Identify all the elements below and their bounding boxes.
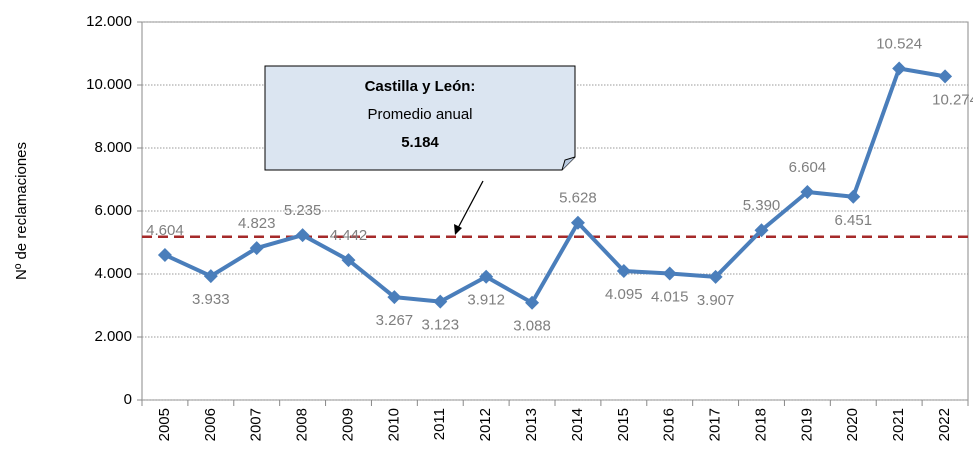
point	[249, 241, 264, 256]
point	[616, 264, 631, 279]
data-label: 3.907	[697, 292, 735, 309]
point	[387, 290, 402, 305]
y-tick-label: 6.000	[94, 202, 132, 219]
callout-arrowhead	[454, 224, 462, 235]
callout: Castilla y León: Promedio anual 5.184	[264, 65, 576, 235]
point	[800, 184, 815, 199]
x-tick-label: 2020	[844, 408, 861, 441]
point	[433, 294, 448, 309]
point	[662, 266, 677, 281]
callout-text: Promedio anual	[367, 106, 472, 123]
y-tick-label: 0	[124, 391, 132, 408]
x-tick-label: 2009	[339, 408, 356, 441]
data-label: 3.088	[513, 318, 551, 335]
callout-fold	[561, 156, 576, 171]
y-tick-label: 12.000	[86, 13, 132, 30]
x-tick-label: 2012	[477, 408, 494, 441]
data-label: 4.015	[651, 288, 689, 305]
point	[570, 215, 585, 230]
x-tick-label: 2022	[936, 408, 953, 441]
x-tick-label: 2018	[752, 408, 769, 441]
callout-title: Castilla y León:	[365, 78, 476, 95]
data-label: 5.628	[559, 190, 597, 207]
data-label: 3.912	[467, 292, 505, 309]
data-label: 3.933	[192, 291, 230, 308]
data-label: 5.390	[743, 197, 781, 214]
data-label: 4.823	[238, 215, 276, 232]
x-tick-label: 2010	[385, 408, 402, 441]
x-tick-label: 2019	[798, 408, 815, 441]
data-label: 6.451	[835, 212, 873, 229]
data-label: 4.095	[605, 286, 643, 303]
x-tick-label: 2005	[156, 408, 173, 441]
point	[846, 189, 861, 204]
point	[708, 269, 723, 284]
data-label: 3.267	[376, 312, 414, 329]
data-label: 10.274	[932, 91, 973, 108]
y-tick-label: 4.000	[94, 265, 132, 282]
x-tick-label: 2021	[890, 408, 907, 441]
y-tick-label: 8.000	[94, 139, 132, 156]
point	[295, 228, 310, 243]
x-tick-label: 2014	[569, 408, 586, 441]
y-tick-label: 2.000	[94, 328, 132, 345]
x-tick-label: 2015	[615, 408, 632, 441]
point	[479, 269, 494, 284]
callout-arrow	[457, 180, 484, 229]
data-label: 3.123	[422, 317, 460, 334]
y-axis-label: Nº de reclamaciones	[13, 142, 30, 280]
x-tick-label: 2011	[431, 408, 448, 440]
x-tick-label: 2017	[707, 408, 724, 441]
x-tick-label: 2007	[248, 408, 265, 441]
point	[341, 253, 356, 268]
point	[525, 295, 540, 310]
line	[164, 66, 946, 305]
x-tick-label: 2013	[523, 408, 540, 441]
data-label: 10.524	[876, 35, 922, 52]
point	[938, 69, 953, 84]
data-label: 4.442	[330, 227, 368, 244]
x-tick-label: 2016	[661, 408, 678, 441]
point	[892, 61, 907, 76]
y-tick-label: 10.000	[86, 76, 132, 93]
callout-value: 5.184	[401, 134, 439, 151]
point	[754, 223, 769, 238]
data-label: 5.235	[284, 202, 322, 219]
data-label: 4.604	[146, 222, 184, 239]
point	[157, 247, 172, 262]
point	[203, 269, 218, 284]
x-tick-label: 2006	[202, 408, 219, 441]
x-tick-label: 2008	[294, 408, 311, 441]
data-label: 6.604	[789, 159, 827, 176]
